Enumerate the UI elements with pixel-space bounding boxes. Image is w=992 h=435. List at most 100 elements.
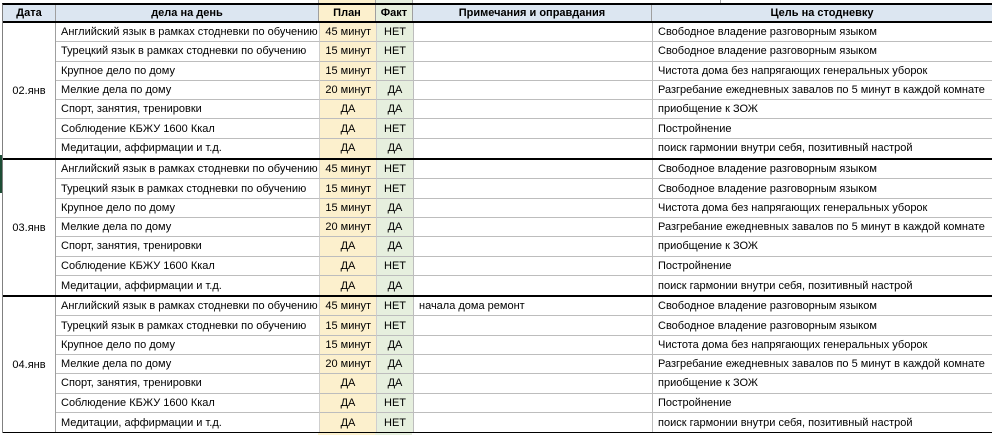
goal-cell[interactable]: поиск гармонии внутри себя, позитивный н… [652, 138, 992, 159]
fact-cell[interactable]: ДА [376, 355, 413, 375]
note-cell[interactable] [413, 42, 652, 62]
note-cell[interactable] [413, 256, 652, 276]
goal-cell[interactable]: приобщение к ЗОЖ [652, 100, 992, 120]
fact-cell[interactable]: НЕТ [376, 179, 413, 199]
task-cell[interactable]: Турецкий язык в рамках стодневки по обуч… [56, 316, 319, 336]
task-cell[interactable]: Английский язык в рамках стодневки по об… [56, 23, 319, 43]
note-cell[interactable] [413, 335, 652, 356]
task-cell[interactable]: Турецкий язык в рамках стодневки по обуч… [56, 42, 319, 62]
note-cell[interactable] [413, 237, 652, 257]
goal-cell[interactable]: приобщение к ЗОЖ [652, 374, 992, 394]
note-cell[interactable] [413, 80, 652, 101]
note-cell[interactable] [413, 138, 652, 159]
plan-cell[interactable]: ДА [319, 100, 376, 120]
plan-cell[interactable]: ДА [319, 412, 376, 433]
plan-cell[interactable]: 45 минут [319, 160, 376, 180]
fact-cell[interactable]: ДА [376, 374, 413, 394]
task-cell[interactable]: Медитации, аффирмации и т.д. [61, 279, 222, 292]
plan-cell[interactable]: 15 минут [319, 316, 376, 336]
fact-cell[interactable]: ДА [376, 217, 413, 238]
fact-cell[interactable]: ДА [376, 80, 413, 101]
task-cell[interactable]: Английский язык в рамках стодневки по об… [56, 160, 319, 180]
plan-cell[interactable]: 45 минут [319, 297, 376, 317]
note-cell[interactable] [413, 61, 652, 81]
goal-cell[interactable]: Свободное владение разговорным языком [652, 23, 992, 43]
plan-cell[interactable]: 20 минут [319, 355, 376, 375]
task-cell[interactable]: Крупное дело по дому [56, 199, 319, 218]
goal-cell[interactable]: приобщение к ЗОЖ [652, 237, 992, 257]
goal-cell[interactable]: Свободное владение разговорным языком [652, 316, 992, 336]
fact-cell[interactable]: ДА [376, 138, 413, 159]
plan-cell[interactable]: ДА [319, 256, 376, 276]
plan-cell[interactable]: 15 минут [319, 179, 376, 199]
plan-cell[interactable]: 15 минут [319, 61, 376, 81]
fact-cell[interactable]: НЕТ [376, 297, 413, 317]
task-cell[interactable]: Спорт, занятия, тренировки [56, 374, 319, 394]
date-cell[interactable]: 04.янв [3, 297, 56, 433]
goal-cell[interactable]: Свободное владение разговорным языком [652, 42, 992, 62]
header-fact[interactable]: Факт [376, 5, 413, 21]
goal-cell[interactable]: Разгребание ежедневных завалов по 5 мину… [652, 355, 992, 375]
plan-cell[interactable]: ДА [319, 237, 376, 257]
plan-cell[interactable]: ДА [319, 393, 376, 413]
plan-cell[interactable]: 20 минут [319, 217, 376, 238]
note-cell[interactable] [413, 217, 652, 238]
fact-cell[interactable]: ДА [376, 335, 413, 356]
fact-cell[interactable]: ДА [376, 275, 413, 296]
date-cell[interactable]: 03.янв [3, 160, 56, 296]
fact-cell[interactable]: НЕТ [376, 119, 413, 139]
task-cell[interactable]: Соблюдение КБЖУ 1600 Ккал [56, 394, 319, 413]
note-cell[interactable] [413, 355, 652, 375]
goal-cell[interactable]: Чистота дома без напрягающих генеральных… [652, 335, 992, 356]
task-cell[interactable]: Мелкие дела по дому [56, 355, 319, 375]
header-notes[interactable]: Примечания и оправдания [413, 5, 652, 21]
note-cell[interactable] [413, 160, 652, 180]
plan-cell[interactable]: ДА [319, 119, 376, 139]
note-cell[interactable] [413, 374, 652, 394]
note-cell[interactable] [413, 412, 652, 433]
plan-cell[interactable]: 15 минут [319, 335, 376, 356]
fact-cell[interactable]: НЕТ [376, 256, 413, 276]
goal-cell[interactable]: Разгребание ежедневных завалов по 5 мину… [652, 80, 992, 101]
goal-cell[interactable]: Разгребание ежедневных завалов по 5 мину… [652, 217, 992, 238]
goal-cell[interactable]: Свободное владение разговорным языком [652, 179, 992, 199]
fact-cell[interactable]: НЕТ [376, 393, 413, 413]
task-cell[interactable]: Медитации, аффирмации и т.д. [61, 142, 222, 155]
note-cell[interactable] [413, 275, 652, 296]
fact-cell[interactable]: НЕТ [376, 316, 413, 336]
goal-cell[interactable]: Чистота дома без напрягающих генеральных… [652, 198, 992, 218]
fact-cell[interactable]: ДА [376, 198, 413, 218]
goal-cell[interactable]: Постройнение [652, 393, 992, 413]
note-cell[interactable] [413, 179, 652, 199]
plan-cell[interactable]: 15 минут [319, 42, 376, 62]
note-cell[interactable] [413, 119, 652, 139]
note-cell[interactable] [413, 316, 652, 336]
goal-cell[interactable]: Постройнение [652, 119, 992, 139]
fact-cell[interactable]: НЕТ [376, 412, 413, 433]
header-goal[interactable]: Цель на стодневку [652, 5, 992, 21]
goal-cell[interactable]: Свободное владение разговорным языком [652, 297, 992, 317]
plan-cell[interactable]: 15 минут [319, 198, 376, 218]
task-cell[interactable]: Английский язык в рамках стодневки по об… [56, 297, 319, 317]
goal-cell[interactable]: Свободное владение разговорным языком [652, 160, 992, 180]
task-cell[interactable]: Спорт, занятия, тренировки [56, 237, 319, 257]
task-cell[interactable]: Спорт, занятия, тренировки [56, 100, 319, 120]
header-date[interactable]: Дата [3, 5, 56, 21]
note-cell[interactable] [413, 393, 652, 413]
fact-cell[interactable]: НЕТ [376, 23, 413, 43]
task-cell[interactable]: Медитации, аффирмации и т.д. [61, 416, 222, 429]
task-cell[interactable]: Крупное дело по дому [56, 336, 319, 356]
task-cell[interactable]: Турецкий язык в рамках стодневки по обуч… [56, 179, 319, 199]
note-cell[interactable] [413, 100, 652, 120]
task-cell[interactable]: Крупное дело по дому [56, 62, 319, 81]
fact-cell[interactable]: ДА [376, 237, 413, 257]
header-plan[interactable]: План [319, 5, 376, 21]
plan-cell[interactable]: 20 минут [319, 80, 376, 101]
task-cell[interactable]: Соблюдение КБЖУ 1600 Ккал [56, 257, 319, 276]
goal-cell[interactable]: поиск гармонии внутри себя, позитивный н… [652, 275, 992, 296]
fact-cell[interactable]: НЕТ [376, 42, 413, 62]
date-cell[interactable]: 02.янв [3, 23, 56, 159]
fact-cell[interactable]: НЕТ [376, 61, 413, 81]
note-cell[interactable] [413, 198, 652, 218]
task-cell[interactable]: Мелкие дела по дому [56, 81, 319, 101]
